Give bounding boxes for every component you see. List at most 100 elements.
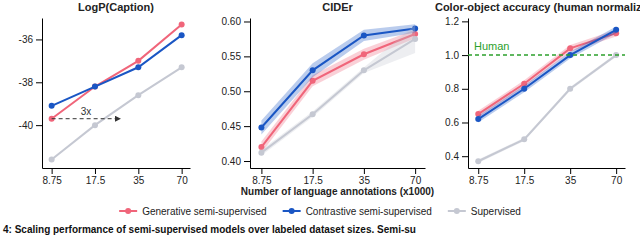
point — [361, 67, 367, 73]
point — [521, 86, 527, 92]
y-tick-mark — [244, 126, 250, 127]
y-tick-mark — [244, 56, 250, 57]
point — [258, 150, 264, 156]
y-tick-mark — [244, 91, 250, 92]
error-band — [478, 53, 616, 163]
x-tick-label: 35 — [133, 175, 145, 186]
x-tick-mark — [313, 168, 314, 174]
y-tick-mark — [462, 21, 468, 22]
point — [613, 27, 619, 33]
y-tick: 0.45 — [222, 121, 250, 132]
series-line — [52, 35, 182, 106]
x-tick-mark — [52, 168, 53, 174]
x-tick-mark — [182, 168, 183, 174]
x-axis-line — [43, 168, 191, 169]
point — [92, 84, 98, 90]
x-tick-mark — [570, 168, 571, 174]
x-tick-label: 70 — [410, 175, 422, 186]
y-tick-mark — [244, 161, 250, 162]
y-tick-label: 1.0 — [445, 50, 459, 61]
legend-marker — [454, 208, 460, 214]
y-tick-label: 0.45 — [222, 121, 242, 132]
x-tick-label: 17.5 — [515, 175, 535, 186]
x-tick-label: 17.5 — [303, 175, 323, 186]
y-tick-mark — [36, 125, 42, 126]
x-tick-mark — [261, 168, 262, 174]
point — [258, 125, 264, 131]
point — [475, 116, 481, 122]
y-tick-mark — [462, 122, 468, 123]
legend-marker — [125, 208, 131, 214]
legend-label: Supervised — [471, 206, 521, 217]
x-tick: 8.75 — [252, 168, 272, 186]
point — [310, 111, 316, 117]
legend: Generative semi-supervisedContrastive se… — [119, 206, 521, 217]
reference-line — [468, 54, 625, 56]
y-tick-label: 0.55 — [222, 51, 242, 62]
point — [135, 58, 141, 64]
y-tick-mark — [462, 89, 468, 90]
x-tick-mark — [364, 168, 365, 174]
y-axis: -40-38-36 — [19, 19, 43, 169]
series-line — [478, 55, 616, 161]
y-tick: -36 — [19, 34, 42, 45]
y-tick: -40 — [19, 120, 42, 131]
y-tick-label: 0.8 — [445, 83, 459, 94]
y-tick: 1.0 — [445, 50, 468, 61]
x-tick: 8.75 — [469, 168, 489, 186]
y-tick: 0.60 — [222, 16, 250, 27]
legend-item: Generative semi-supervised — [119, 206, 267, 217]
x-tick-mark — [415, 168, 416, 174]
point — [310, 67, 316, 73]
y-tick: 0.40 — [222, 156, 250, 167]
point — [92, 122, 98, 128]
x-tick-label: 8.75 — [252, 175, 272, 186]
panel: 8.7517.535700.400.450.500.550.60CIDErNum… — [222, 1, 435, 197]
x-tick-label: 8.75 — [469, 175, 489, 186]
panel: 8.7517.535700.40.60.81.01.2Color-object … — [435, 1, 640, 186]
y-tick-mark — [36, 39, 42, 40]
x-tick: 70 — [177, 168, 189, 186]
legend-item: Supervised — [448, 206, 521, 217]
y-tick-mark — [36, 82, 42, 83]
point — [92, 84, 98, 90]
annotation-text: 3x — [81, 106, 92, 117]
y-axis: 0.40 0.45 0.50 0.55 0.60 — [222, 16, 251, 168]
point — [361, 51, 367, 57]
y-tick-label: 0.40 — [222, 156, 242, 167]
y-tick: 0.6 — [445, 117, 468, 128]
annotation-arrow — [52, 118, 121, 119]
y-tick-mark — [244, 21, 250, 22]
point — [135, 64, 141, 70]
y-tick-label: 1.2 — [445, 16, 459, 27]
x-tick-mark — [478, 168, 479, 174]
error-band — [261, 24, 415, 134]
y-tick-label: 0.6 — [445, 117, 459, 128]
series-line — [261, 28, 415, 127]
x-tick-label: 8.75 — [42, 175, 62, 186]
x-axis-line — [251, 168, 426, 169]
x-tick: 17.5 — [515, 168, 535, 186]
point — [49, 103, 55, 109]
plot-area — [468, 26, 625, 164]
point — [179, 64, 185, 70]
y-tick-label: 0.60 — [222, 16, 242, 27]
y-axis-line — [42, 19, 43, 169]
point — [567, 45, 573, 51]
y-tick: 1.2 — [445, 16, 468, 27]
x-tick-label: 35 — [565, 175, 577, 186]
y-tick: 0.50 — [222, 86, 250, 97]
x-tick-mark — [616, 168, 617, 174]
x-axis-title: Number of language annotations (x1000) — [241, 186, 434, 197]
y-tick-label: -36 — [19, 34, 34, 45]
plot-area — [258, 24, 418, 155]
y-tick: 0.4 — [445, 151, 468, 162]
y-tick-label: 0.4 — [445, 151, 459, 162]
plot-area — [49, 21, 185, 162]
point — [521, 136, 527, 142]
chart-title: LogP(Caption) — [78, 1, 154, 13]
x-tick-label: 70 — [611, 175, 623, 186]
x-tick-mark — [524, 168, 525, 174]
point — [49, 156, 55, 162]
x-tick: 35 — [565, 168, 577, 186]
